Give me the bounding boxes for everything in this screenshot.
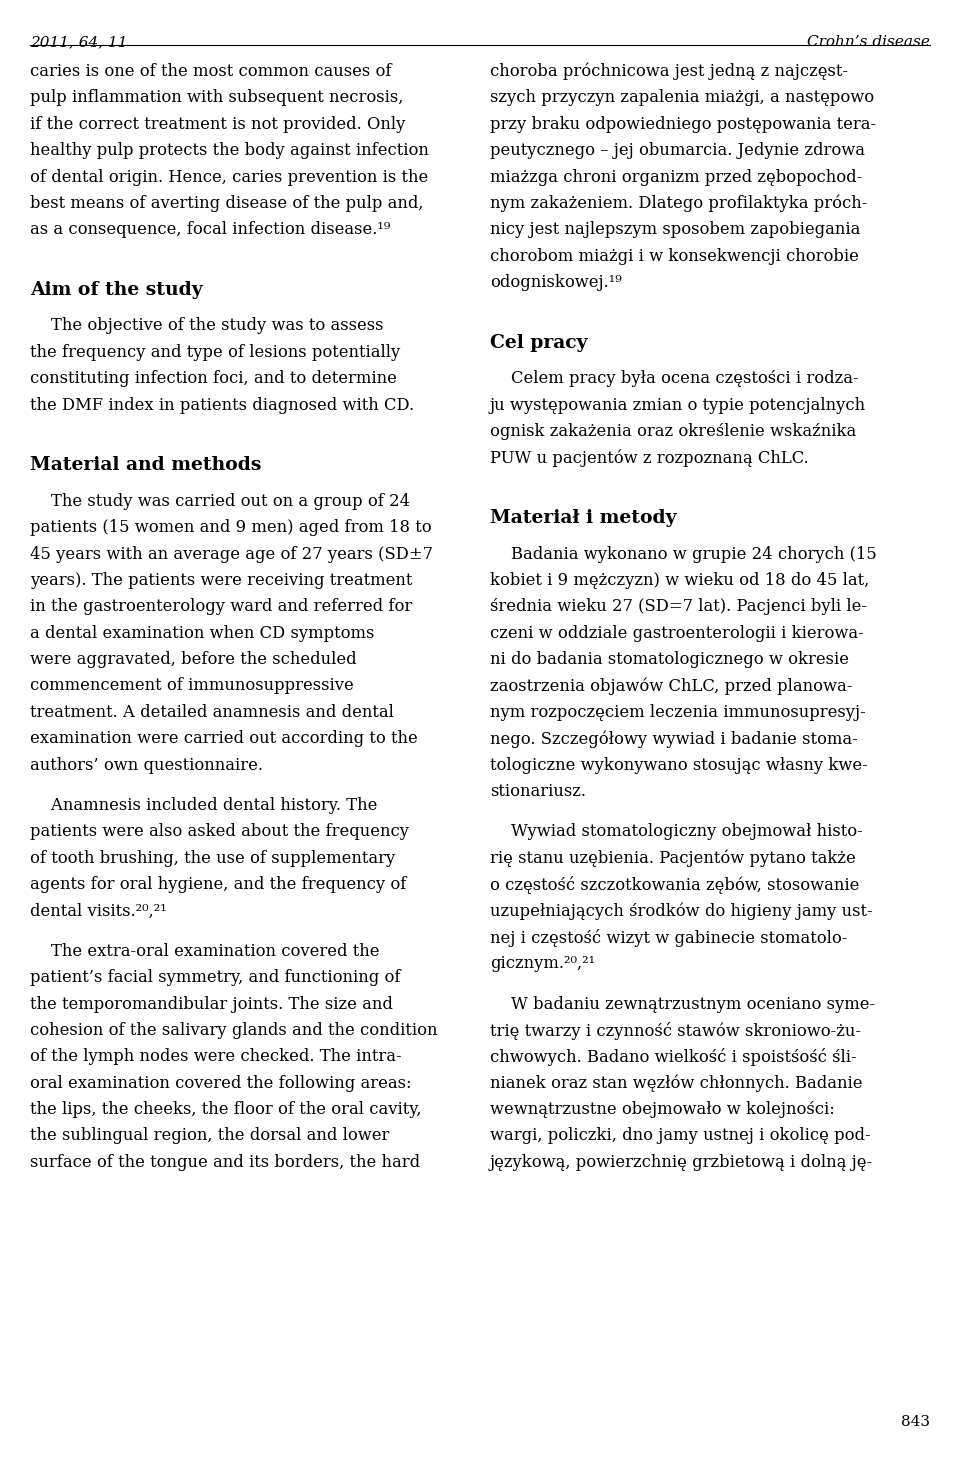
- Text: chorobom miażgi i w konsekwencji chorobie: chorobom miażgi i w konsekwencji chorobi…: [490, 248, 859, 264]
- Text: Aim of the study: Aim of the study: [30, 282, 203, 299]
- Text: as a consequence, focal infection disease.¹⁹: as a consequence, focal infection diseas…: [30, 222, 391, 238]
- Text: of tooth brushing, the use of supplementary: of tooth brushing, the use of supplement…: [30, 849, 396, 867]
- Text: examination were carried out according to the: examination were carried out according t…: [30, 730, 418, 747]
- Text: nego. Szczegółowy wywiad i badanie stoma-: nego. Szczegółowy wywiad i badanie stoma…: [490, 730, 857, 747]
- Text: commencement of immunosuppressive: commencement of immunosuppressive: [30, 677, 353, 694]
- Text: trię twarzy i czynność stawów skroniowo-żu-: trię twarzy i czynność stawów skroniowo-…: [490, 1021, 861, 1040]
- Text: Celem pracy była ocena częstości i rodza-: Celem pracy była ocena częstości i rodza…: [490, 371, 858, 387]
- Text: nym zakażeniem. Dlatego profilaktyka próch-: nym zakażeniem. Dlatego profilaktyka pró…: [490, 196, 868, 213]
- Text: uzupełniających środków do higieny jamy ust-: uzupełniających środków do higieny jamy …: [490, 903, 873, 921]
- Text: kobiet i 9 mężczyzn) w wieku od 18 do 45 lat,: kobiet i 9 mężczyzn) w wieku od 18 do 45…: [490, 572, 869, 589]
- Text: nej i częstość wizyt w gabinecie stomatolo-: nej i częstość wizyt w gabinecie stomato…: [490, 929, 848, 947]
- Text: 45 years with an average age of 27 years (SD±7: 45 years with an average age of 27 years…: [30, 546, 433, 563]
- Text: years). The patients were receiving treatment: years). The patients were receiving trea…: [30, 572, 413, 589]
- Text: Badania wykonano w grupie 24 chorych (15: Badania wykonano w grupie 24 chorych (15: [490, 546, 876, 563]
- Text: czeni w oddziale gastroenterologii i kierowa-: czeni w oddziale gastroenterologii i kie…: [490, 624, 864, 642]
- Text: ni do badania stomatologicznego w okresie: ni do badania stomatologicznego w okresi…: [490, 651, 849, 668]
- Text: pulp inflammation with subsequent necrosis,: pulp inflammation with subsequent necros…: [30, 89, 403, 107]
- Text: of dental origin. Hence, caries prevention is the: of dental origin. Hence, caries preventi…: [30, 169, 428, 185]
- Text: cohesion of the salivary glands and the condition: cohesion of the salivary glands and the …: [30, 1021, 438, 1039]
- Text: The objective of the study was to assess: The objective of the study was to assess: [30, 318, 383, 334]
- Text: the DMF index in patients diagnosed with CD.: the DMF index in patients diagnosed with…: [30, 397, 414, 413]
- Text: dental visits.²⁰,²¹: dental visits.²⁰,²¹: [30, 903, 167, 919]
- Text: patient’s facial symmetry, and functioning of: patient’s facial symmetry, and functioni…: [30, 969, 400, 986]
- Text: zaostrzenia objawów ChLC, przed planowa-: zaostrzenia objawów ChLC, przed planowa-: [490, 677, 852, 694]
- Text: gicznym.²⁰,²¹: gicznym.²⁰,²¹: [490, 956, 595, 972]
- Text: treatment. A detailed anamnesis and dental: treatment. A detailed anamnesis and dent…: [30, 703, 394, 721]
- Text: odogniskowej.¹⁹: odogniskowej.¹⁹: [490, 274, 622, 292]
- Text: Cel pracy: Cel pracy: [490, 334, 588, 352]
- Text: the frequency and type of lesions potentially: the frequency and type of lesions potent…: [30, 344, 400, 360]
- Text: ju występowania zmian o typie potencjalnych: ju występowania zmian o typie potencjaln…: [490, 397, 866, 413]
- Text: in the gastroenterology ward and referred for: in the gastroenterology ward and referre…: [30, 598, 412, 616]
- Text: wewnątrzustne obejmowało w kolejności:: wewnątrzustne obejmowało w kolejności:: [490, 1102, 835, 1118]
- Text: were aggravated, before the scheduled: were aggravated, before the scheduled: [30, 651, 356, 668]
- Text: nym rozpoczęciem leczenia immunosupresyj-: nym rozpoczęciem leczenia immunosupresyj…: [490, 703, 866, 721]
- Text: nicy jest najlepszym sposobem zapobiegania: nicy jest najlepszym sposobem zapobiegan…: [490, 222, 860, 238]
- Text: 2011, 64, 11: 2011, 64, 11: [30, 35, 128, 50]
- Text: stionariusz.: stionariusz.: [490, 783, 586, 800]
- Text: 843: 843: [901, 1415, 930, 1428]
- Text: o częstość szczotkowania zębów, stosowanie: o częstość szczotkowania zębów, stosowan…: [490, 875, 859, 894]
- Text: przy braku odpowiedniego postępowania tera-: przy braku odpowiedniego postępowania te…: [490, 115, 876, 133]
- Text: chwowych. Badano wielkość i spoistśość śli-: chwowych. Badano wielkość i spoistśość ś…: [490, 1048, 856, 1067]
- Text: PUW u pacjentów z rozpoznaną ChLC.: PUW u pacjentów z rozpoznaną ChLC.: [490, 449, 808, 467]
- Text: best means of averting disease of the pulp and,: best means of averting disease of the pu…: [30, 196, 423, 212]
- Text: oral examination covered the following areas:: oral examination covered the following a…: [30, 1075, 412, 1091]
- Text: nianek oraz stan węzłów chłonnych. Badanie: nianek oraz stan węzłów chłonnych. Badan…: [490, 1075, 862, 1093]
- Text: a dental examination when CD symptoms: a dental examination when CD symptoms: [30, 624, 374, 642]
- Text: W badaniu zewnątrzustnym oceniano syme-: W badaniu zewnątrzustnym oceniano syme-: [490, 995, 876, 1013]
- Text: Material and methods: Material and methods: [30, 457, 261, 474]
- Text: tologiczne wykonywano stosując własny kwe-: tologiczne wykonywano stosując własny kw…: [490, 757, 868, 773]
- Text: patients (15 women and 9 men) aged from 18 to: patients (15 women and 9 men) aged from …: [30, 519, 432, 535]
- Text: The extra-oral examination covered the: The extra-oral examination covered the: [30, 943, 379, 960]
- Text: if the correct treatment is not provided. Only: if the correct treatment is not provided…: [30, 115, 405, 133]
- Text: The study was carried out on a group of 24: The study was carried out on a group of …: [30, 493, 410, 509]
- Text: wargi, policzki, dno jamy ustnej i okolicę pod-: wargi, policzki, dno jamy ustnej i okoli…: [490, 1128, 871, 1144]
- Text: choroba próchnicowa jest jedną z najczęst-: choroba próchnicowa jest jedną z najczęs…: [490, 63, 848, 80]
- Text: the sublingual region, the dorsal and lower: the sublingual region, the dorsal and lo…: [30, 1128, 390, 1144]
- Text: Wywiad stomatologiczny obejmował histo-: Wywiad stomatologiczny obejmował histo-: [490, 823, 863, 840]
- Text: of the lymph nodes were checked. The intra-: of the lymph nodes were checked. The int…: [30, 1048, 401, 1065]
- Text: Crohn’s disease: Crohn’s disease: [807, 35, 930, 50]
- Text: constituting infection foci, and to determine: constituting infection foci, and to dete…: [30, 371, 396, 387]
- Text: authors’ own questionnaire.: authors’ own questionnaire.: [30, 757, 263, 773]
- Text: szych przyczyn zapalenia miażgi, a następowo: szych przyczyn zapalenia miażgi, a nastę…: [490, 89, 875, 107]
- Text: surface of the tongue and its borders, the hard: surface of the tongue and its borders, t…: [30, 1154, 420, 1170]
- Text: ognisk zakażenia oraz określenie wskaźnika: ognisk zakażenia oraz określenie wskaźni…: [490, 423, 856, 441]
- Text: Anamnesis included dental history. The: Anamnesis included dental history. The: [30, 797, 377, 814]
- Text: the temporomandibular joints. The size and: the temporomandibular joints. The size a…: [30, 995, 393, 1013]
- Text: healthy pulp protects the body against infection: healthy pulp protects the body against i…: [30, 142, 429, 159]
- Text: agents for oral hygiene, and the frequency of: agents for oral hygiene, and the frequen…: [30, 875, 406, 893]
- Text: rię stanu uzębienia. Pacjentów pytano także: rię stanu uzębienia. Pacjentów pytano ta…: [490, 849, 855, 867]
- Text: patients were also asked about the frequency: patients were also asked about the frequ…: [30, 823, 409, 840]
- Text: Materiał i metody: Materiał i metody: [490, 509, 677, 527]
- Text: caries is one of the most common causes of: caries is one of the most common causes …: [30, 63, 392, 80]
- Text: językową, powierzchnię grzbietową i dolną ję-: językową, powierzchnię grzbietową i doln…: [490, 1154, 874, 1170]
- Text: miażzga chroni organizm przed zębopochod-: miażzga chroni organizm przed zębopochod…: [490, 169, 862, 185]
- Text: the lips, the cheeks, the floor of the oral cavity,: the lips, the cheeks, the floor of the o…: [30, 1102, 421, 1118]
- Text: peutycznego – jej obumarcia. Jedynie zdrowa: peutycznego – jej obumarcia. Jedynie zdr…: [490, 142, 865, 159]
- Text: średnia wieku 27 (SD=7 lat). Pacjenci byli le-: średnia wieku 27 (SD=7 lat). Pacjenci by…: [490, 598, 867, 616]
